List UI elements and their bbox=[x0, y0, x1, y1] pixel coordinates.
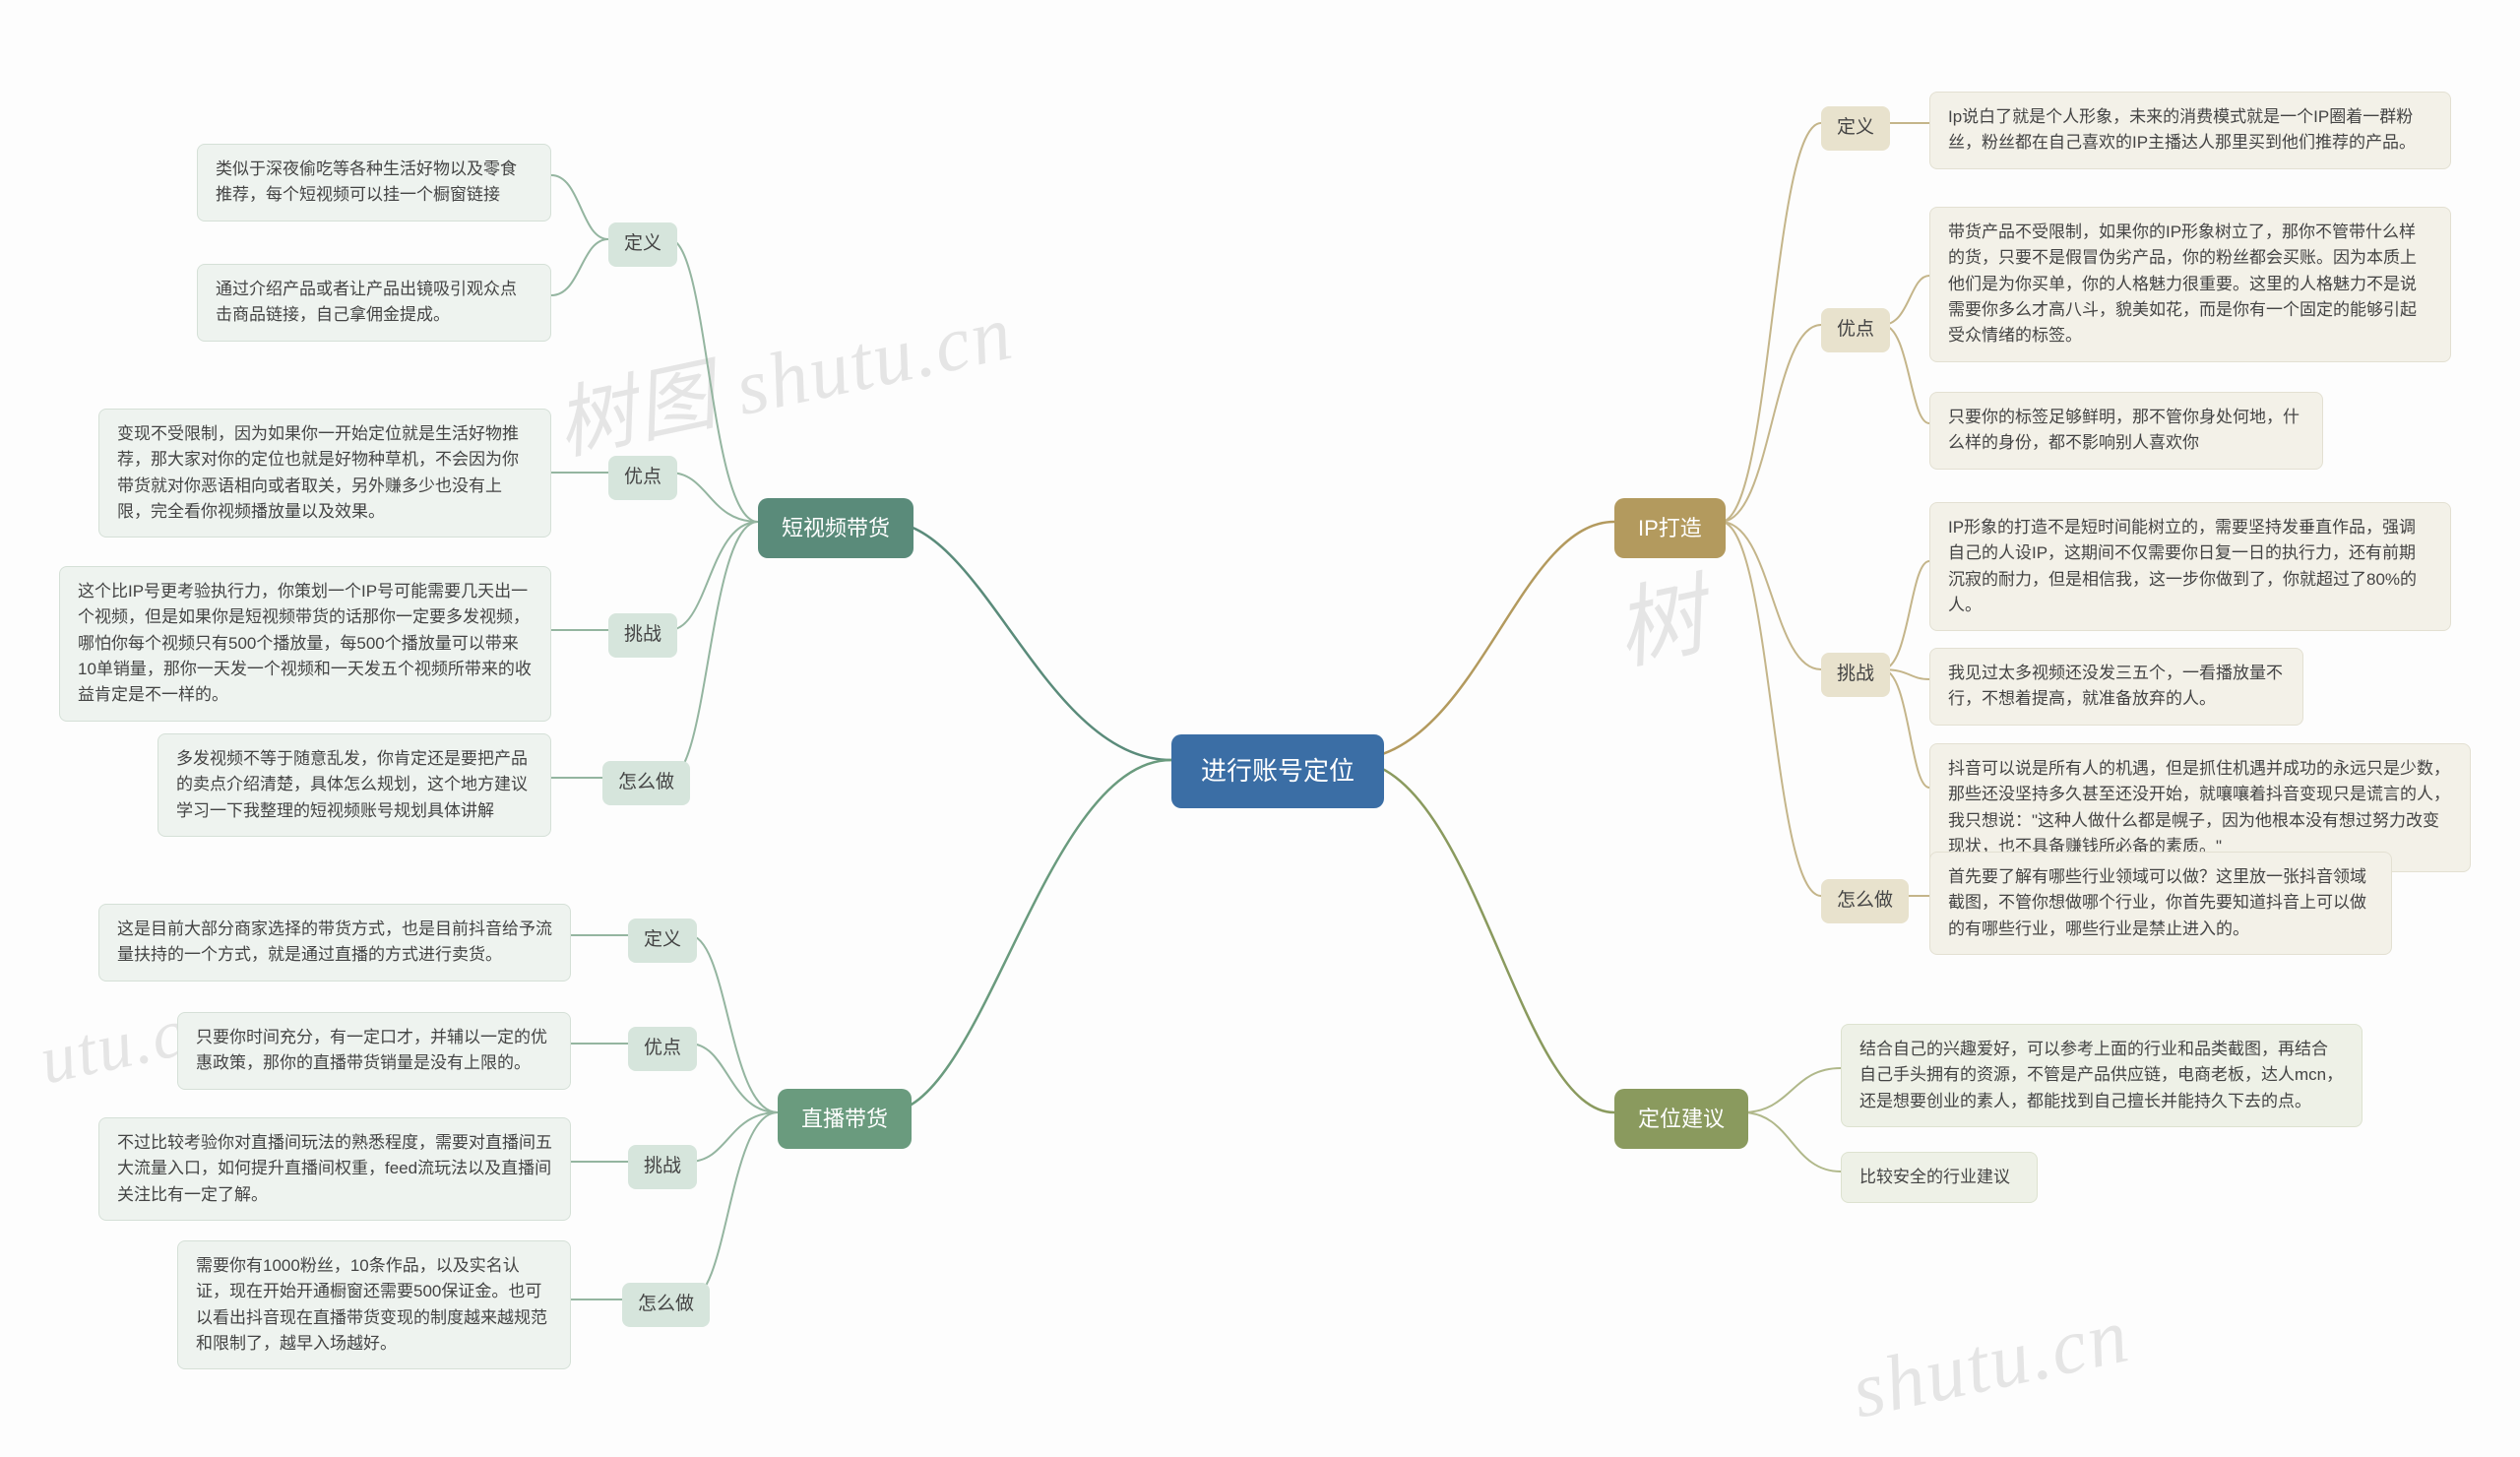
sub-b3-definition[interactable]: 定义 bbox=[1821, 106, 1890, 151]
sub-b2-challenge[interactable]: 挑战 bbox=[628, 1145, 697, 1189]
branch-ip[interactable]: IP打造 bbox=[1614, 498, 1726, 558]
leaf-b3-pros-1: 带货产品不受限制，如果你的IP形象树立了，那你不管带什么样的货，只要不是假冒伪劣… bbox=[1929, 207, 2451, 362]
root-node[interactable]: 进行账号定位 bbox=[1171, 734, 1384, 808]
sub-b3-howto[interactable]: 怎么做 bbox=[1821, 879, 1909, 923]
sub-b2-definition[interactable]: 定义 bbox=[628, 919, 697, 963]
leaf-b2-def-1: 这是目前大部分商家选择的带货方式，也是目前抖音给予流量扶持的一个方式，就是通过直… bbox=[98, 904, 571, 982]
sub-b1-challenge[interactable]: 挑战 bbox=[608, 613, 677, 658]
watermark: 树图 shutu.cn bbox=[544, 268, 1022, 475]
leaf-b2-pros-1: 只要你时间充分，有一定口才，并辅以一定的优惠政策，那你的直播带货销量是没有上限的… bbox=[177, 1012, 571, 1090]
leaf-b4-1: 结合自己的兴趣爱好，可以参考上面的行业和品类截图，再结合自己手头拥有的资源，不管… bbox=[1841, 1024, 2362, 1127]
leaf-b4-2: 比较安全的行业建议 bbox=[1841, 1152, 2038, 1203]
leaf-b1-pros-1: 变现不受限制，因为如果你一开始定位就是生活好物推荐，那大家对你的定位也就是好物种… bbox=[98, 409, 551, 538]
leaf-b2-howto-1: 需要你有1000粉丝，10条作品，以及实名认证，现在开始开通橱窗还需要500保证… bbox=[177, 1240, 571, 1369]
sub-b3-pros[interactable]: 优点 bbox=[1821, 308, 1890, 352]
leaf-b3-challenge-2: 我见过太多视频还没发三五个，一看播放量不行，不想着提高，就准备放弃的人。 bbox=[1929, 648, 2303, 726]
branch-short-video[interactable]: 短视频带货 bbox=[758, 498, 914, 558]
leaf-b1-challenge-1: 这个比IP号更考验执行力，你策划一个IP号可能需要几天出一个视频，但是如果你是短… bbox=[59, 566, 551, 722]
sub-b1-howto[interactable]: 怎么做 bbox=[602, 761, 690, 805]
watermark: shutu.cn bbox=[1845, 1291, 2138, 1436]
sub-b1-definition[interactable]: 定义 bbox=[608, 222, 677, 267]
sub-b3-challenge[interactable]: 挑战 bbox=[1821, 653, 1890, 697]
leaf-b3-pros-2: 只要你的标签足够鲜明，那不管你身处何地，什么样的身份，都不影响别人喜欢你 bbox=[1929, 392, 2323, 470]
leaf-b3-def-1: Ip说白了就是个人形象，未来的消费模式就是一个IP圈着一群粉丝，粉丝都在自己喜欢… bbox=[1929, 92, 2451, 169]
leaf-b1-def-1: 类似于深夜偷吃等各种生活好物以及零食推荐，每个短视频可以挂一个橱窗链接 bbox=[197, 144, 551, 222]
sub-b2-pros[interactable]: 优点 bbox=[628, 1027, 697, 1071]
sub-b1-pros[interactable]: 优点 bbox=[608, 456, 677, 500]
branch-livestream[interactable]: 直播带货 bbox=[778, 1089, 912, 1149]
leaf-b2-challenge-1: 不过比较考验你对直播间玩法的熟悉程度，需要对直播间五大流量入口，如何提升直播间权… bbox=[98, 1117, 571, 1221]
leaf-b1-def-2: 通过介绍产品或者让产品出镜吸引观众点击商品链接，自己拿佣金提成。 bbox=[197, 264, 551, 342]
leaf-b1-howto-1: 多发视频不等于随意乱发，你肯定还是要把产品的卖点介绍清楚，具体怎么规划，这个地方… bbox=[158, 733, 551, 837]
sub-b2-howto[interactable]: 怎么做 bbox=[622, 1283, 710, 1327]
watermark: 树 bbox=[1602, 543, 1717, 687]
leaf-b3-challenge-1: IP形象的打造不是短时间能树立的，需要坚持发垂直作品，强调自己的人设IP，这期间… bbox=[1929, 502, 2451, 631]
branch-positioning[interactable]: 定位建议 bbox=[1614, 1089, 1748, 1149]
leaf-b3-howto-1: 首先要了解有哪些行业领域可以做？这里放一张抖音领域截图，不管你想做哪个行业，你首… bbox=[1929, 852, 2392, 955]
